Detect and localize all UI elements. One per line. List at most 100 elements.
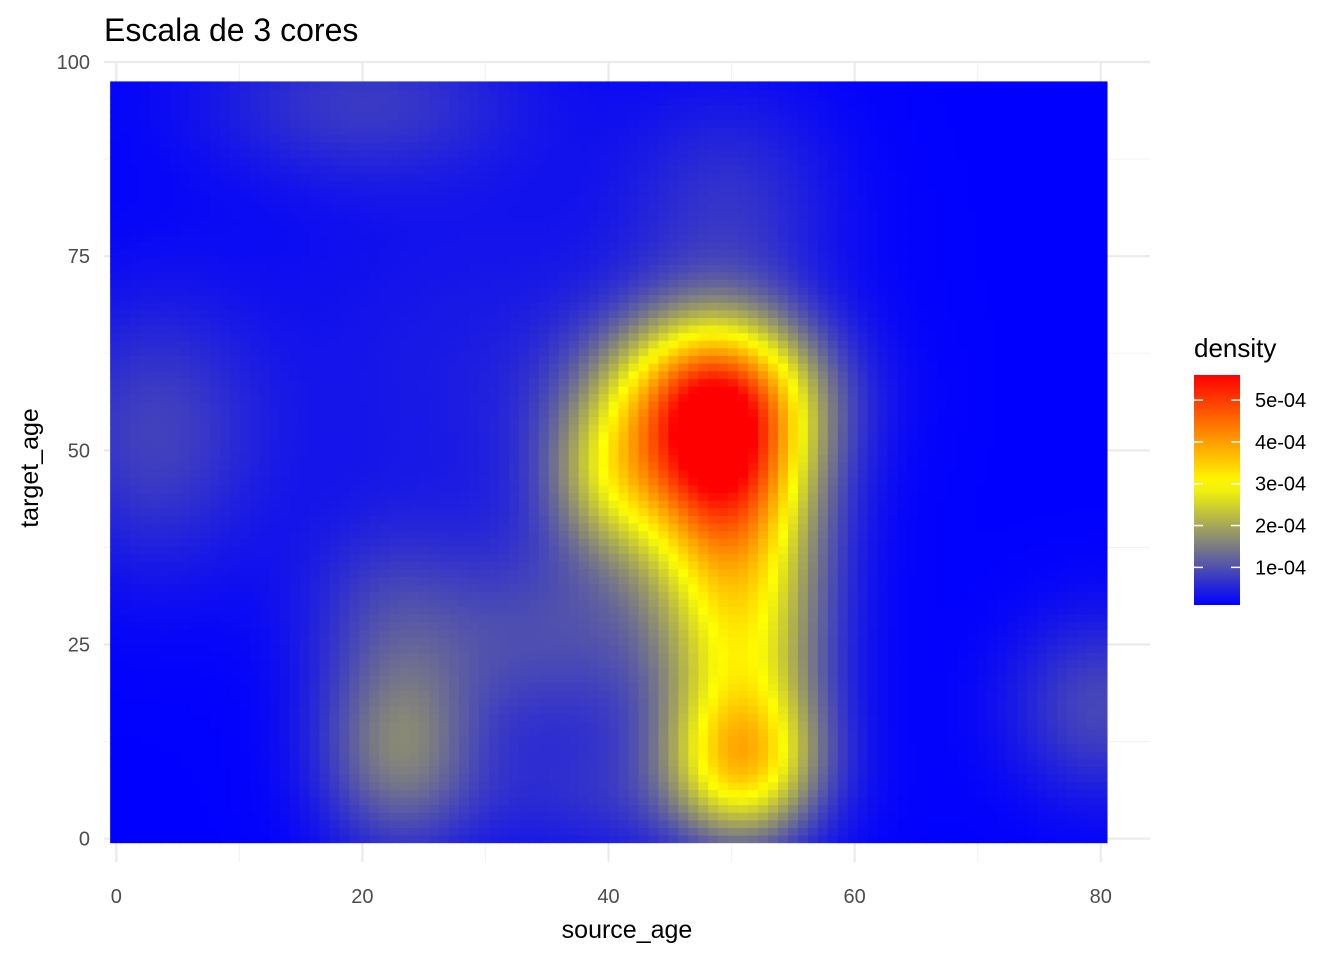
heatmap-tile bbox=[189, 507, 201, 516]
heatmap-tile bbox=[548, 682, 560, 691]
heatmap-tile bbox=[1017, 834, 1028, 844]
heatmap-tile bbox=[787, 500, 799, 509]
heatmap-tile bbox=[688, 599, 699, 608]
heatmap-tile bbox=[199, 553, 211, 562]
heatmap-tile bbox=[269, 781, 281, 790]
heatmap-tile bbox=[887, 530, 899, 539]
heatmap-tile bbox=[947, 492, 959, 501]
heatmap-tile bbox=[120, 720, 131, 730]
heatmap-tile bbox=[110, 827, 121, 836]
heatmap-tile bbox=[718, 758, 729, 768]
heatmap-tile bbox=[618, 652, 630, 661]
heatmap-tile bbox=[857, 507, 869, 516]
heatmap-tile bbox=[120, 599, 131, 608]
heatmap-tile bbox=[508, 682, 520, 691]
heatmap-tile bbox=[239, 789, 251, 798]
heatmap-tile bbox=[329, 827, 341, 836]
heatmap-tile bbox=[568, 743, 580, 752]
heatmap-tile bbox=[279, 477, 291, 486]
heatmap-tile bbox=[369, 682, 380, 691]
heatmap-tile bbox=[1067, 736, 1078, 745]
heatmap-tile bbox=[927, 545, 939, 554]
heatmap-tile bbox=[618, 583, 630, 592]
heatmap-tile bbox=[558, 675, 570, 684]
heatmap-tile bbox=[419, 834, 430, 844]
heatmap-tile bbox=[1007, 538, 1018, 547]
heatmap-tile bbox=[1067, 477, 1078, 486]
heatmap-tile bbox=[528, 774, 540, 783]
heatmap-tile bbox=[429, 819, 440, 828]
heatmap-tile bbox=[977, 576, 988, 585]
heatmap-tile bbox=[708, 606, 719, 615]
heatmap-tile bbox=[399, 720, 410, 730]
heatmap-tile bbox=[887, 591, 899, 600]
heatmap-tile bbox=[738, 462, 749, 471]
heatmap-tile bbox=[857, 484, 869, 494]
heatmap-tile bbox=[538, 614, 550, 623]
heatmap-tile bbox=[329, 766, 341, 775]
heatmap-tile bbox=[738, 781, 749, 790]
heatmap-tile bbox=[768, 713, 779, 722]
heatmap-tile bbox=[459, 736, 470, 745]
heatmap-tile bbox=[468, 743, 480, 752]
heatmap-tile bbox=[528, 492, 540, 501]
heatmap-tile bbox=[1007, 720, 1018, 730]
heatmap-tile bbox=[768, 507, 779, 516]
heatmap-tile bbox=[608, 492, 620, 501]
heatmap-tile bbox=[638, 477, 650, 486]
heatmap-tile bbox=[738, 728, 749, 737]
heatmap-tile bbox=[967, 583, 978, 592]
heatmap-tile bbox=[897, 637, 909, 646]
heatmap-tile bbox=[847, 599, 859, 608]
heatmap-tile bbox=[738, 758, 749, 768]
heatmap-tile bbox=[449, 576, 460, 585]
heatmap-tile bbox=[1027, 781, 1038, 790]
heatmap-tile bbox=[817, 553, 829, 562]
heatmap-tile bbox=[189, 621, 201, 631]
heatmap-tile bbox=[169, 675, 181, 684]
heatmap-tile bbox=[130, 515, 141, 524]
heatmap-tile bbox=[488, 599, 500, 608]
heatmap-tile bbox=[1067, 728, 1078, 737]
heatmap-tile bbox=[568, 720, 580, 730]
heatmap-tile bbox=[618, 774, 630, 783]
heatmap-tile bbox=[1077, 812, 1088, 821]
heatmap-tile bbox=[419, 629, 430, 638]
heatmap-tile bbox=[140, 751, 151, 760]
heatmap-tile bbox=[140, 728, 151, 737]
heatmap-tile bbox=[538, 560, 550, 570]
heatmap-tile bbox=[957, 500, 968, 509]
heatmap-tile bbox=[688, 591, 699, 600]
heatmap-tile bbox=[678, 796, 689, 806]
heatmap-tile bbox=[359, 522, 370, 532]
heatmap-tile bbox=[289, 621, 301, 631]
heatmap-tile bbox=[239, 812, 251, 821]
heatmap-tile bbox=[528, 515, 540, 524]
heatmap-tile bbox=[1096, 789, 1108, 798]
heatmap-tile bbox=[837, 484, 849, 494]
heatmap-tile bbox=[120, 736, 131, 745]
heatmap-tile bbox=[110, 469, 121, 478]
heatmap-tile bbox=[439, 682, 450, 691]
heatmap-tile bbox=[1037, 507, 1048, 516]
heatmap-tile bbox=[259, 789, 271, 798]
heatmap-tile bbox=[787, 812, 799, 821]
heatmap-tile bbox=[1017, 667, 1028, 676]
heatmap-tile bbox=[648, 507, 659, 516]
heatmap-tile bbox=[478, 576, 490, 585]
heatmap-tile bbox=[159, 545, 171, 554]
heatmap-tile bbox=[877, 621, 889, 631]
heatmap-tile bbox=[478, 469, 490, 478]
heatmap-tile bbox=[349, 667, 360, 676]
heatmap-tile bbox=[289, 751, 301, 760]
heatmap-tile bbox=[1017, 812, 1028, 821]
heatmap-tile bbox=[957, 789, 968, 798]
heatmap-tile bbox=[678, 697, 689, 707]
heatmap-tile bbox=[120, 713, 131, 722]
heatmap-tile bbox=[947, 484, 959, 494]
heatmap-tile bbox=[817, 667, 829, 676]
heatmap-tile bbox=[488, 713, 500, 722]
heatmap-tile bbox=[309, 713, 321, 722]
heatmap-tile bbox=[668, 690, 679, 699]
heatmap-tile bbox=[827, 796, 839, 806]
